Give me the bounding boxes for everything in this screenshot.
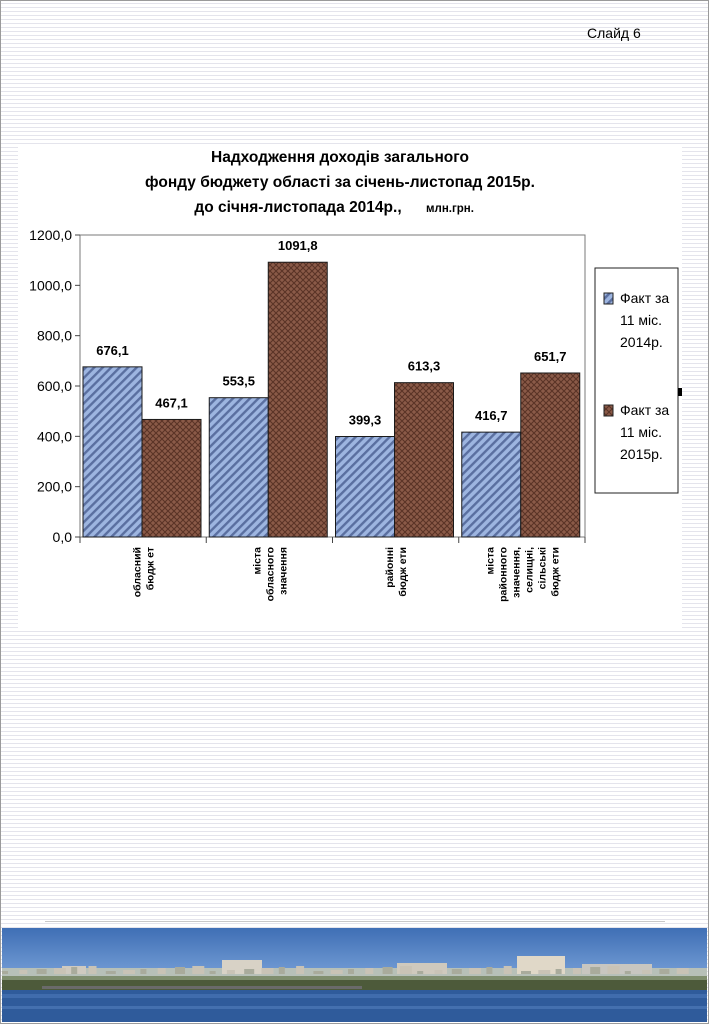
bar-2015 [394,382,454,538]
skyline-building [348,969,354,974]
chart-panel: Надходження доходів загального фонду бюдж… [18,145,682,630]
bar-2014 [82,366,143,538]
bar-value-label: 1091,8 [278,238,318,253]
skyline-building [53,968,66,974]
skyline-building [659,969,670,974]
x-category-label: обласний [132,547,144,597]
skyline-building [209,971,216,974]
skyline-building [296,966,305,974]
skyline-building [157,968,166,974]
city-panorama-photo [2,928,707,1022]
skyline-building [642,970,651,974]
x-category-label: міста [251,547,263,575]
skyline-building [538,970,551,974]
skyline-building [140,969,147,974]
skyline-building [486,967,493,974]
city-panorama-illustration [2,956,707,1022]
legend-label: 11 міс. [620,312,662,328]
skyline-building [676,968,689,974]
y-tick-label: 800,0 [37,328,72,344]
legend-label: Факт за [620,290,669,306]
legend-label: 2014р. [620,334,663,350]
skyline-building [2,971,8,974]
legend-box [594,267,679,494]
skyline-building [624,971,631,974]
legend-label: Факт за [620,402,669,418]
x-category-label: бюдж ети [397,547,409,597]
bar-2014 [335,436,395,538]
skyline-building [417,971,424,974]
skyline-building [226,970,235,974]
bar-2014 [461,431,522,538]
bar-value-label: 651,7 [534,349,567,364]
skyline-building [469,968,482,974]
skyline-building [36,969,47,974]
y-tick-label: 600,0 [37,378,72,394]
skyline-building [503,966,512,974]
skyline-building [192,966,205,974]
skyline-building [244,969,255,974]
skyline-building [88,966,97,974]
bar-value-label: 467,1 [155,395,188,410]
skyline-building [607,966,620,974]
skyline-building [590,967,601,974]
legend-edge-marker [678,388,682,396]
y-tick-label: 200,0 [37,479,72,495]
y-tick-label: 0,0 [53,529,73,545]
skyline-building [105,971,116,974]
skyline-building [313,971,324,974]
bar-value-label: 613,3 [408,359,441,374]
legend-label: 11 міс. [620,424,662,440]
x-category-label: значення [277,547,289,595]
skyline-building [278,967,285,974]
chart-title-line: Надходження доходів загального [211,149,469,166]
skyline-building [572,968,581,974]
legend-label: 2015р. [620,446,663,462]
skyline-building [382,967,393,974]
skyline-building [175,967,185,974]
skyline-building [451,969,462,974]
y-tick-label: 1000,0 [29,277,72,293]
skyline-building [399,966,412,974]
bar-value-label: 399,3 [349,413,382,428]
chart-title-unit: млн.грн. [426,203,474,215]
x-category-label: районні [384,547,396,588]
y-tick-label: 400,0 [37,428,72,444]
bar-2015 [520,372,581,538]
bar-value-label: 553,5 [222,374,255,389]
x-category-label: обласного [264,547,276,601]
skyline-building [261,968,274,974]
skyline-building [19,970,28,974]
x-category-label: значення, [510,547,522,598]
chart-title-line: фонду бюджету області за січень-листопад… [145,174,535,191]
skyline-building [330,970,343,974]
revenue-chart: Надходження доходів загального фонду бюдж… [29,149,682,602]
skyline-building [555,969,562,974]
skyline-building [365,968,374,974]
bar-value-label: 676,1 [96,343,129,358]
footer-divider [45,921,665,922]
legend-swatch [603,292,614,305]
bar-2015 [141,418,202,538]
skyline-building [434,970,443,974]
y-tick-label: 1200,0 [29,227,72,243]
legend-swatch [603,404,614,417]
skyline-building [123,970,136,974]
skyline-building [521,971,531,974]
skyline-building [71,967,78,974]
slide-number: Слайд 6 [587,25,641,41]
x-category-label: селищні, [523,547,535,593]
bar-2014 [208,397,269,538]
x-category-label: бюдж ет [145,547,157,590]
x-category-label: міста [484,547,496,575]
chart-title-line: до січня-листопада 2014р., [194,199,401,216]
x-category-label: районного [497,547,509,602]
x-category-label: сільські [536,547,548,589]
x-category-label: бюдж ети [549,547,561,597]
bar-2015 [267,261,328,538]
bar-value-label: 416,7 [475,408,508,423]
